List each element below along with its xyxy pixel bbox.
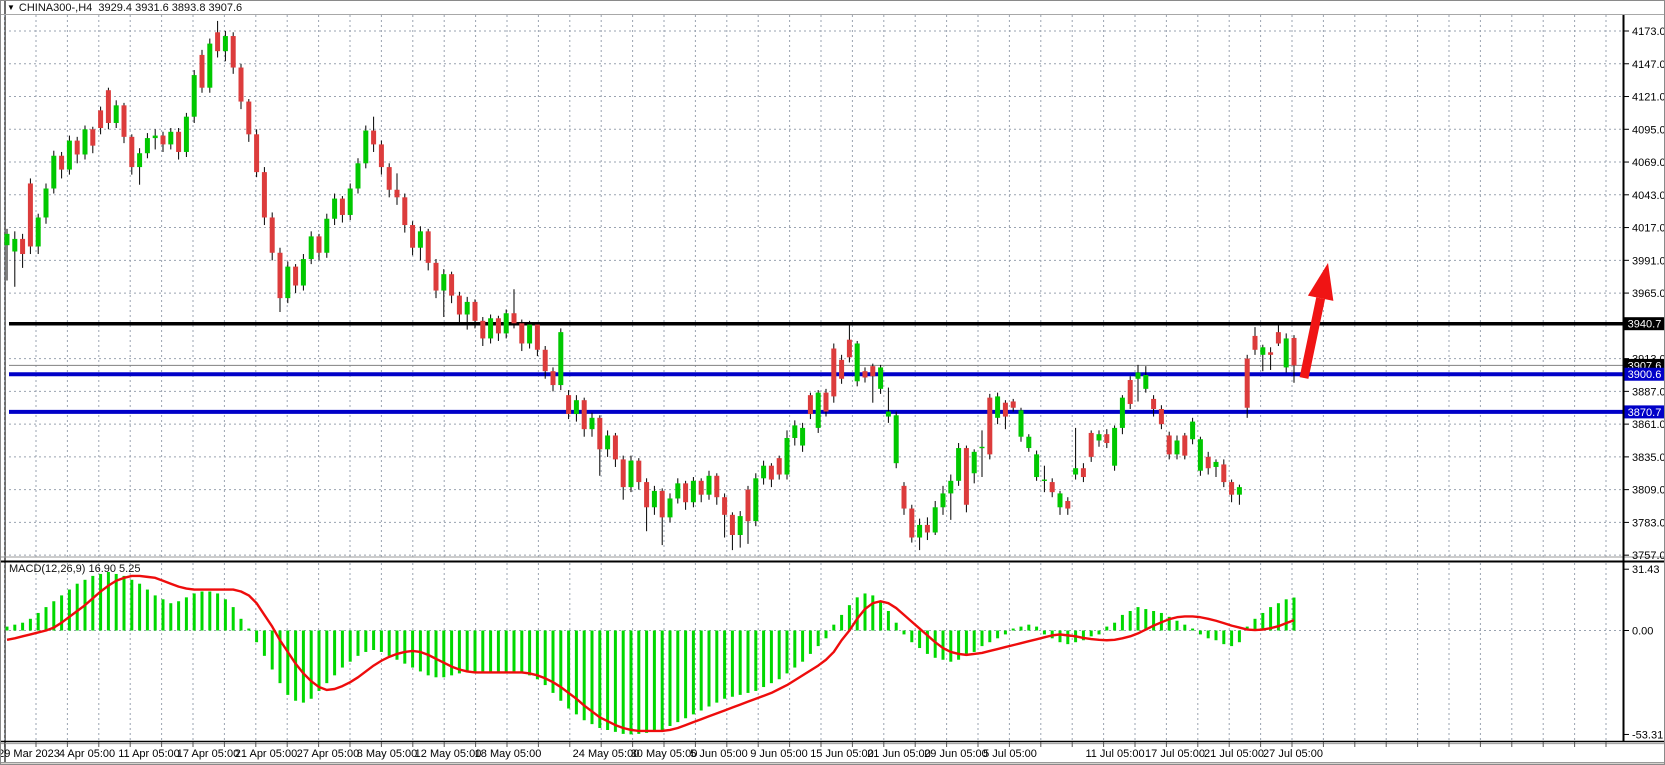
svg-text:17 Jul 05:00: 17 Jul 05:00 bbox=[1145, 748, 1205, 760]
svg-text:4095.0: 4095.0 bbox=[1632, 124, 1665, 136]
svg-text:11 Jul 05:00: 11 Jul 05:00 bbox=[1085, 748, 1144, 760]
svg-text:3900.6: 3900.6 bbox=[1628, 369, 1662, 381]
svg-text:4147.0: 4147.0 bbox=[1632, 59, 1665, 71]
svg-text:15 Jun 05:00: 15 Jun 05:00 bbox=[810, 748, 874, 760]
symbol-dropdown-icon[interactable]: ▼ bbox=[7, 3, 15, 12]
svg-text:24 May 05:00: 24 May 05:00 bbox=[573, 748, 640, 760]
svg-text:3991.0: 3991.0 bbox=[1632, 255, 1665, 267]
bottom-scrollbar-strip[interactable] bbox=[1, 762, 1664, 764]
svg-text:-53.31: -53.31 bbox=[1632, 729, 1663, 741]
svg-text:30 May 05:00: 30 May 05:00 bbox=[631, 748, 698, 760]
svg-text:12 May 05:00: 12 May 05:00 bbox=[415, 748, 482, 760]
svg-text:4121.0: 4121.0 bbox=[1632, 92, 1665, 104]
panel-frame bbox=[1, 14, 1664, 745]
svg-text:18 May 05:00: 18 May 05:00 bbox=[475, 748, 542, 760]
svg-text:3783.0: 3783.0 bbox=[1632, 517, 1665, 529]
svg-text:9 Jun 05:00: 9 Jun 05:00 bbox=[750, 748, 808, 760]
svg-text:21 Jun 05:00: 21 Jun 05:00 bbox=[867, 748, 931, 760]
svg-text:4 Apr 05:00: 4 Apr 05:00 bbox=[59, 748, 115, 760]
svg-text:4017.0: 4017.0 bbox=[1632, 223, 1665, 235]
price-badge-3940.7: 3940.7 bbox=[1624, 317, 1664, 331]
chart-title: CHINA300-,H4 3929.4 3931.6 3893.8 3907.6 bbox=[18, 2, 243, 14]
svg-text:31.43: 31.43 bbox=[1632, 564, 1660, 576]
svg-text:27 Jul 05:00: 27 Jul 05:00 bbox=[1263, 748, 1323, 760]
svg-text:3835.0: 3835.0 bbox=[1632, 452, 1665, 464]
svg-text:11 Apr 05:00: 11 Apr 05:00 bbox=[118, 748, 180, 760]
macd-axis: 31.43 0.00 -53.31 bbox=[1623, 564, 1663, 741]
svg-text:0.00: 0.00 bbox=[1632, 626, 1653, 638]
macd-histogram bbox=[5, 572, 1296, 735]
chart-header: ▼ CHINA300-,H4 3929.4 3931.6 3893.8 3907.… bbox=[7, 2, 242, 15]
svg-text:3965.0: 3965.0 bbox=[1632, 288, 1665, 300]
svg-text:21 Apr 05:00: 21 Apr 05:00 bbox=[235, 748, 297, 760]
svg-text:17 Apr 05:00: 17 Apr 05:00 bbox=[177, 748, 239, 760]
trend-arrow bbox=[1299, 263, 1334, 379]
svg-text:3940.7: 3940.7 bbox=[1628, 319, 1662, 331]
svg-text:3809.0: 3809.0 bbox=[1632, 485, 1665, 497]
price-axis: 4173.0 4147.0 4121.0 4095.0 4069.0 4043.0 4017… bbox=[1623, 26, 1665, 562]
svg-text:4043.0: 4043.0 bbox=[1632, 190, 1665, 202]
svg-text:3870.7: 3870.7 bbox=[1628, 407, 1662, 419]
svg-text:8 May 05:00: 8 May 05:00 bbox=[357, 748, 418, 760]
svg-text:5 Jun 05:00: 5 Jun 05:00 bbox=[690, 748, 748, 760]
svg-text:27 Apr 05:00: 27 Apr 05:00 bbox=[297, 748, 359, 760]
price-badge-3900.6: 3900.6 bbox=[1624, 367, 1664, 381]
svg-text:3757.0: 3757.0 bbox=[1632, 550, 1665, 562]
macd-indicator-label: MACD(12,26,9) 16.90 5.25 bbox=[9, 563, 141, 575]
svg-text:3861.0: 3861.0 bbox=[1632, 419, 1665, 431]
svg-text:4173.0: 4173.0 bbox=[1632, 26, 1665, 38]
svg-text:29 Jun 05:00: 29 Jun 05:00 bbox=[924, 748, 988, 760]
svg-text:21 Jul 05:00: 21 Jul 05:00 bbox=[1204, 748, 1264, 760]
macd-signal-line bbox=[6, 574, 1295, 733]
price-badge-3870.7: 3870.7 bbox=[1624, 405, 1664, 419]
svg-text:29 Mar 2023: 29 Mar 2023 bbox=[1, 748, 60, 760]
window-border-left bbox=[4, 1, 6, 764]
svg-text:3887.0: 3887.0 bbox=[1632, 386, 1665, 398]
svg-text:4069.0: 4069.0 bbox=[1632, 157, 1665, 169]
svg-text:5 Jul 05:00: 5 Jul 05:00 bbox=[983, 748, 1037, 760]
grid-lines bbox=[4, 15, 1623, 741]
candles[interactable] bbox=[4, 20, 1297, 551]
